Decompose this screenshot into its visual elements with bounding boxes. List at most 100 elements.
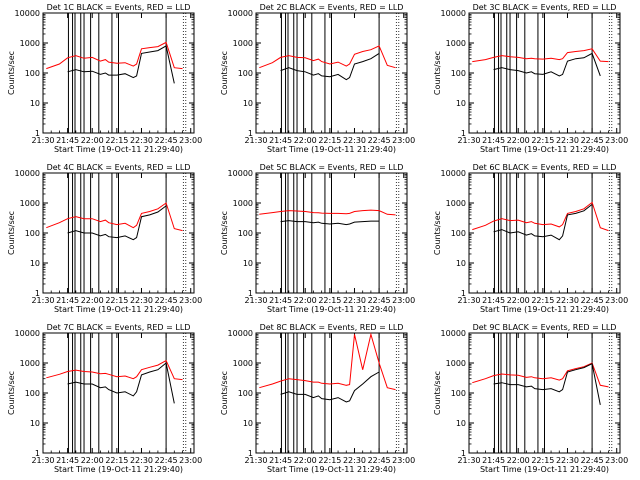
- x-tick-label: 21:30: [457, 456, 480, 465]
- x-tick-label: 22:45: [368, 136, 391, 145]
- x-tick-label: 22:30: [556, 296, 579, 305]
- panel-det-7: Det 7C BLACK = Events, RED = LLD 1 10 100 10…: [7, 323, 202, 474]
- x-axis-label: Start Time (19-Oct-11 21:29:40): [54, 145, 183, 154]
- x-axis-label: Start Time (19-Oct-11 21:29:40): [267, 465, 396, 474]
- panel-det-2: Det 2C BLACK = Events, RED = LLD 1 10 100 10…: [220, 3, 415, 154]
- x-tick-label: 21:45: [482, 136, 505, 145]
- y-tick-label: 10000: [15, 9, 40, 18]
- x-axis-label: Start Time (19-Oct-11 21:29:40): [54, 465, 183, 474]
- panel-det-4: Det 4C BLACK = Events, RED = LLD 1 10 100 10…: [7, 163, 202, 314]
- x-tick-label: 22:00: [81, 456, 104, 465]
- x-tick-label: 23:00: [392, 136, 415, 145]
- x-tick-label: 21:30: [31, 456, 54, 465]
- y-tick-label: 1000: [233, 39, 253, 48]
- x-tick-label: 22:00: [294, 136, 317, 145]
- panel-title: Det 5C BLACK = Events, RED = LLD: [260, 163, 404, 172]
- x-tick-label: 22:15: [531, 136, 554, 145]
- x-tick-label: 23:00: [179, 296, 202, 305]
- y-tick-label: 10: [30, 419, 40, 428]
- y-tick-label: 1000: [446, 199, 466, 208]
- y-tick-label: 10000: [15, 169, 40, 178]
- series-line-events: [280, 220, 380, 226]
- x-tick-label: 22:45: [581, 456, 604, 465]
- x-tick-label: 23:00: [392, 296, 415, 305]
- y-tick-label: 1000: [20, 39, 40, 48]
- x-tick-label: 22:15: [318, 456, 341, 465]
- x-tick-label: 22:45: [155, 456, 178, 465]
- y-tick-label: 100: [238, 69, 253, 78]
- y-tick-label: 10000: [15, 329, 40, 338]
- x-tick-label: 23:00: [179, 136, 202, 145]
- y-tick-label: 1000: [446, 359, 466, 368]
- y-axis-label: Counts/sec: [7, 211, 16, 255]
- panel-title: Det 6C BLACK = Events, RED = LLD: [473, 163, 617, 172]
- y-tick-label: 1000: [446, 39, 466, 48]
- x-axis-label: Start Time (19-Oct-11 21:29:40): [54, 305, 183, 314]
- x-tick-label: 22:45: [368, 296, 391, 305]
- x-tick-label: 22:30: [343, 136, 366, 145]
- y-tick-label: 10: [456, 259, 466, 268]
- y-tick-label: 100: [451, 69, 466, 78]
- x-tick-label: 22:30: [130, 136, 153, 145]
- y-tick-label: 1000: [20, 359, 40, 368]
- x-tick-label: 21:45: [482, 296, 505, 305]
- x-tick-label: 21:30: [31, 296, 54, 305]
- series-line-lld: [472, 48, 609, 63]
- x-tick-label: 22:00: [294, 456, 317, 465]
- series-line-events: [280, 371, 380, 403]
- y-tick-label: 10000: [228, 169, 253, 178]
- x-tick-label: 21:30: [244, 136, 267, 145]
- x-axis-label: Start Time (19-Oct-11 21:29:40): [267, 145, 396, 154]
- y-tick-label: 1: [248, 449, 253, 458]
- x-tick-label: 21:45: [269, 456, 292, 465]
- x-tick-label: 21:30: [457, 136, 480, 145]
- y-axis-label: Counts/sec: [7, 51, 16, 95]
- x-axis-label: Start Time (19-Oct-11 21:29:40): [480, 465, 609, 474]
- x-tick-label: 22:00: [507, 296, 530, 305]
- series-line-lld: [259, 332, 396, 391]
- x-tick-label: 23:00: [392, 456, 415, 465]
- series-line-lld: [259, 209, 396, 216]
- panel-title: Det 2C BLACK = Events, RED = LLD: [260, 3, 404, 12]
- y-tick-label: 100: [451, 389, 466, 398]
- x-tick-label: 21:45: [56, 296, 79, 305]
- series-line-lld: [472, 201, 609, 232]
- series-line-lld: [472, 362, 609, 388]
- y-axis-label: Counts/sec: [220, 51, 229, 95]
- y-axis-label: Counts/sec: [433, 51, 442, 95]
- y-tick-label: 1: [35, 449, 40, 458]
- x-tick-label: 22:00: [507, 456, 530, 465]
- y-tick-label: 10: [456, 99, 466, 108]
- y-tick-label: 100: [238, 229, 253, 238]
- y-tick-label: 10: [243, 99, 253, 108]
- y-tick-label: 100: [25, 389, 40, 398]
- series-line-events: [493, 362, 601, 405]
- x-tick-label: 23:00: [605, 136, 628, 145]
- y-tick-label: 10000: [441, 9, 466, 18]
- panel-det-3: Det 3C BLACK = Events, RED = LLD 1 10 100 10…: [433, 3, 628, 154]
- x-tick-label: 22:30: [343, 296, 366, 305]
- y-tick-label: 1: [35, 289, 40, 298]
- x-tick-label: 21:45: [269, 296, 292, 305]
- x-tick-label: 22:45: [155, 296, 178, 305]
- series-line-events: [493, 52, 601, 77]
- y-axis-label: Counts/sec: [220, 211, 229, 255]
- x-tick-label: 22:00: [81, 136, 104, 145]
- y-axis-label: Counts/sec: [433, 371, 442, 415]
- x-tick-label: 22:30: [556, 136, 579, 145]
- y-tick-label: 10: [30, 259, 40, 268]
- y-tick-label: 1: [461, 129, 466, 138]
- x-tick-label: 21:45: [482, 456, 505, 465]
- x-tick-label: 22:30: [130, 296, 153, 305]
- y-axis-label: Counts/sec: [220, 371, 229, 415]
- y-tick-label: 10: [243, 419, 253, 428]
- panel-det-5: Det 5C BLACK = Events, RED = LLD 1 10 100 10…: [220, 163, 415, 314]
- series-line-events: [493, 204, 593, 241]
- x-tick-label: 22:45: [155, 136, 178, 145]
- x-tick-label: 21:30: [457, 296, 480, 305]
- x-tick-label: 23:00: [605, 456, 628, 465]
- x-tick-label: 21:45: [269, 136, 292, 145]
- series-line-lld: [46, 202, 183, 232]
- panel-det-9: Det 9C BLACK = Events, RED = LLD 1 10 100 10…: [433, 323, 628, 474]
- series-line-lld: [46, 41, 183, 70]
